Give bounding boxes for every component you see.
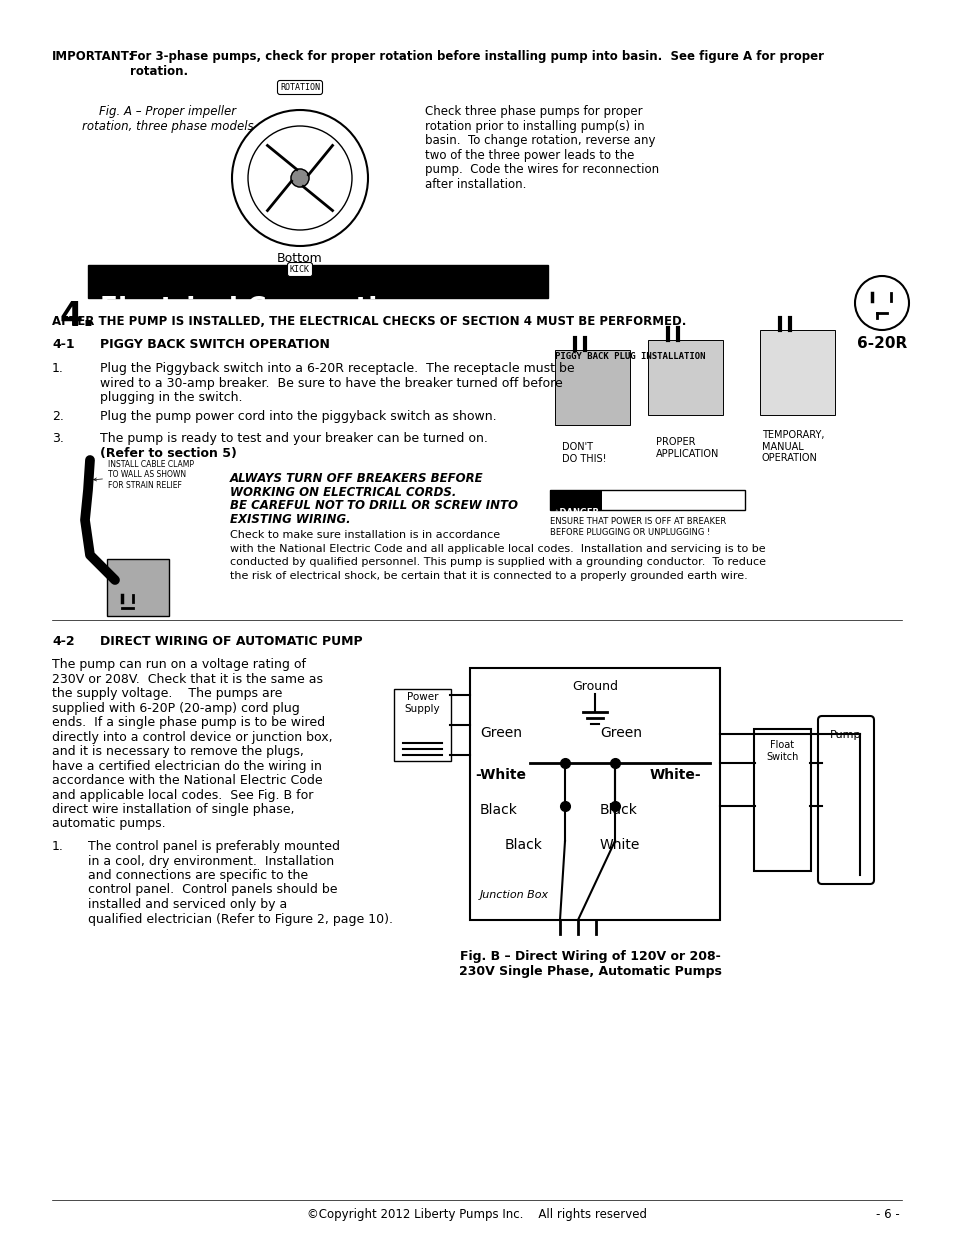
FancyBboxPatch shape xyxy=(760,330,834,415)
Text: 4-2: 4-2 xyxy=(52,635,74,648)
Text: ends.  If a single phase pump is to be wired: ends. If a single phase pump is to be wi… xyxy=(52,716,325,729)
Text: AFTER THE PUMP IS INSTALLED, THE ELECTRICAL CHECKS OF SECTION 4 MUST BE PERFORME: AFTER THE PUMP IS INSTALLED, THE ELECTRI… xyxy=(52,315,685,329)
Text: Plug the Piggyback switch into a 6-20R receptacle.  The receptacle must be: Plug the Piggyback switch into a 6-20R r… xyxy=(100,362,574,375)
Text: ⚠DANGER: ⚠DANGER xyxy=(553,508,599,517)
Text: Junction Box: Junction Box xyxy=(479,890,549,900)
FancyBboxPatch shape xyxy=(394,689,451,761)
Text: DON'T
DO THIS!: DON'T DO THIS! xyxy=(561,442,606,463)
Text: BEFORE PLUGGING OR UNPLUGGING !: BEFORE PLUGGING OR UNPLUGGING ! xyxy=(550,529,709,537)
Text: the risk of electrical shock, be certain that it is connected to a properly grou: the risk of electrical shock, be certain… xyxy=(230,571,747,580)
Text: Check to make sure installation is in accordance: Check to make sure installation is in ac… xyxy=(230,530,499,540)
Text: Bottom: Bottom xyxy=(276,252,322,266)
Text: The pump is ready to test and your breaker can be turned on.: The pump is ready to test and your break… xyxy=(100,432,487,445)
Text: Power
Supply: Power Supply xyxy=(404,692,440,714)
FancyBboxPatch shape xyxy=(470,668,720,920)
Text: ROTATION: ROTATION xyxy=(280,83,319,91)
Text: supplied with 6-20P (20-amp) cord plug: supplied with 6-20P (20-amp) cord plug xyxy=(52,701,299,715)
Text: 3.: 3. xyxy=(52,432,64,445)
Text: and applicable local codes.  See Fig. B for: and applicable local codes. See Fig. B f… xyxy=(52,788,313,802)
Text: after installation.: after installation. xyxy=(424,178,526,190)
Text: White: White xyxy=(599,839,639,852)
Text: with the National Electric Code and all applicable local codes.  Installation an: with the National Electric Code and all … xyxy=(230,543,765,553)
FancyBboxPatch shape xyxy=(647,340,722,415)
Text: Black: Black xyxy=(504,839,542,852)
Text: pump.  Code the wires for reconnection: pump. Code the wires for reconnection xyxy=(424,163,659,177)
Text: qualified electrician (Refer to Figure 2, page 10).: qualified electrician (Refer to Figure 2… xyxy=(88,913,393,925)
Text: ©Copyright 2012 Liberty Pumps Inc.    All rights reserved: ©Copyright 2012 Liberty Pumps Inc. All r… xyxy=(307,1208,646,1221)
Text: Green: Green xyxy=(599,726,641,740)
Text: For 3-phase pumps, check for proper rotation before installing pump into basin. : For 3-phase pumps, check for proper rota… xyxy=(130,49,823,63)
Text: The pump can run on a voltage rating of: The pump can run on a voltage rating of xyxy=(52,658,306,671)
Text: PIGGY BACK SWITCH OPERATION: PIGGY BACK SWITCH OPERATION xyxy=(100,338,330,351)
FancyBboxPatch shape xyxy=(107,559,169,616)
Text: ALWAYS TURN OFF BREAKERS BEFORE: ALWAYS TURN OFF BREAKERS BEFORE xyxy=(230,472,483,485)
Text: -White: -White xyxy=(475,768,525,782)
Text: TEMPORARY,
MANUAL
OPERATION: TEMPORARY, MANUAL OPERATION xyxy=(761,430,823,463)
Text: Pump: Pump xyxy=(829,730,861,740)
Text: PIGGY BACK PLUG INSTALLATION: PIGGY BACK PLUG INSTALLATION xyxy=(555,352,705,361)
Text: installed and serviced only by a: installed and serviced only by a xyxy=(88,898,287,911)
Text: conducted by qualified personnel. This pump is supplied with a grounding conduct: conducted by qualified personnel. This p… xyxy=(230,557,765,567)
Text: directly into a control device or junction box,: directly into a control device or juncti… xyxy=(52,730,333,743)
Text: The control panel is preferably mounted: The control panel is preferably mounted xyxy=(88,840,339,853)
Text: White-: White- xyxy=(649,768,700,782)
Text: in a cool, dry environment.  Installation: in a cool, dry environment. Installation xyxy=(88,855,334,867)
Text: - 6 -: - 6 - xyxy=(876,1208,899,1221)
Text: 4.: 4. xyxy=(60,300,95,333)
Text: accordance with the National Electric Code: accordance with the National Electric Co… xyxy=(52,774,322,787)
Text: and it is necessary to remove the plugs,: and it is necessary to remove the plugs, xyxy=(52,745,304,758)
Text: Float
Switch: Float Switch xyxy=(765,740,798,762)
FancyBboxPatch shape xyxy=(550,490,744,510)
Text: PROPER
APPLICATION: PROPER APPLICATION xyxy=(656,437,719,458)
Text: (Refer to section 5): (Refer to section 5) xyxy=(100,447,236,459)
Text: BE CAREFUL NOT TO DRILL OR SCREW INTO: BE CAREFUL NOT TO DRILL OR SCREW INTO xyxy=(230,499,517,513)
Text: rotation prior to installing pump(s) in: rotation prior to installing pump(s) in xyxy=(424,120,644,132)
Text: Green: Green xyxy=(479,726,521,740)
Text: Fig. B – Direct Wiring of 120V or 208-
230V Single Phase, Automatic Pumps: Fig. B – Direct Wiring of 120V or 208- 2… xyxy=(458,950,720,978)
Text: and connections are specific to the: and connections are specific to the xyxy=(88,869,308,882)
Text: direct wire installation of single phase,: direct wire installation of single phase… xyxy=(52,803,294,816)
FancyBboxPatch shape xyxy=(88,266,547,298)
Text: Black: Black xyxy=(599,803,638,818)
Text: basin.  To change rotation, reverse any: basin. To change rotation, reverse any xyxy=(424,135,655,147)
Text: KICK: KICK xyxy=(290,266,310,274)
Text: wired to a 30-amp breaker.  Be sure to have the breaker turned off before: wired to a 30-amp breaker. Be sure to ha… xyxy=(100,377,562,389)
FancyBboxPatch shape xyxy=(817,716,873,884)
FancyBboxPatch shape xyxy=(550,490,601,510)
Text: rotation.: rotation. xyxy=(130,65,188,78)
Text: Check three phase pumps for proper: Check three phase pumps for proper xyxy=(424,105,642,119)
Text: two of the three power leads to the: two of the three power leads to the xyxy=(424,148,634,162)
Text: 1.: 1. xyxy=(52,840,64,853)
Text: Plug the pump power cord into the piggyback switch as shown.: Plug the pump power cord into the piggyb… xyxy=(100,410,497,424)
Text: EXISTING WIRING.: EXISTING WIRING. xyxy=(230,513,351,526)
Text: control panel.  Control panels should be: control panel. Control panels should be xyxy=(88,883,337,897)
Text: 6-20R: 6-20R xyxy=(856,336,906,351)
Text: DIRECT WIRING OF AUTOMATIC PUMP: DIRECT WIRING OF AUTOMATIC PUMP xyxy=(100,635,362,648)
Text: IMPORTANT:: IMPORTANT: xyxy=(52,49,134,63)
Text: the supply voltage.    The pumps are: the supply voltage. The pumps are xyxy=(52,687,282,700)
Text: 2.: 2. xyxy=(52,410,64,424)
Text: Black: Black xyxy=(479,803,517,818)
FancyBboxPatch shape xyxy=(555,350,629,425)
Text: ENSURE THAT POWER IS OFF AT BREAKER: ENSURE THAT POWER IS OFF AT BREAKER xyxy=(550,517,725,526)
Text: plugging in the switch.: plugging in the switch. xyxy=(100,391,242,404)
Text: 4-1: 4-1 xyxy=(52,338,74,351)
Text: Ground: Ground xyxy=(572,680,618,693)
Text: 230V or 208V.  Check that it is the same as: 230V or 208V. Check that it is the same … xyxy=(52,673,323,685)
Circle shape xyxy=(291,169,309,186)
Text: have a certified electrician do the wiring in: have a certified electrician do the wiri… xyxy=(52,760,321,773)
Text: 1.: 1. xyxy=(52,362,64,375)
Text: Electrical Connection: Electrical Connection xyxy=(100,296,414,322)
Text: automatic pumps.: automatic pumps. xyxy=(52,818,166,830)
Text: WORKING ON ELECTRICAL CORDS.: WORKING ON ELECTRICAL CORDS. xyxy=(230,485,456,499)
Text: Fig. A – Proper impeller
rotation, three phase models: Fig. A – Proper impeller rotation, three… xyxy=(82,105,253,133)
Text: INSTALL CABLE CLAMP
TO WALL AS SHOWN
FOR STRAIN RELIEF: INSTALL CABLE CLAMP TO WALL AS SHOWN FOR… xyxy=(93,459,193,490)
FancyBboxPatch shape xyxy=(753,729,810,871)
